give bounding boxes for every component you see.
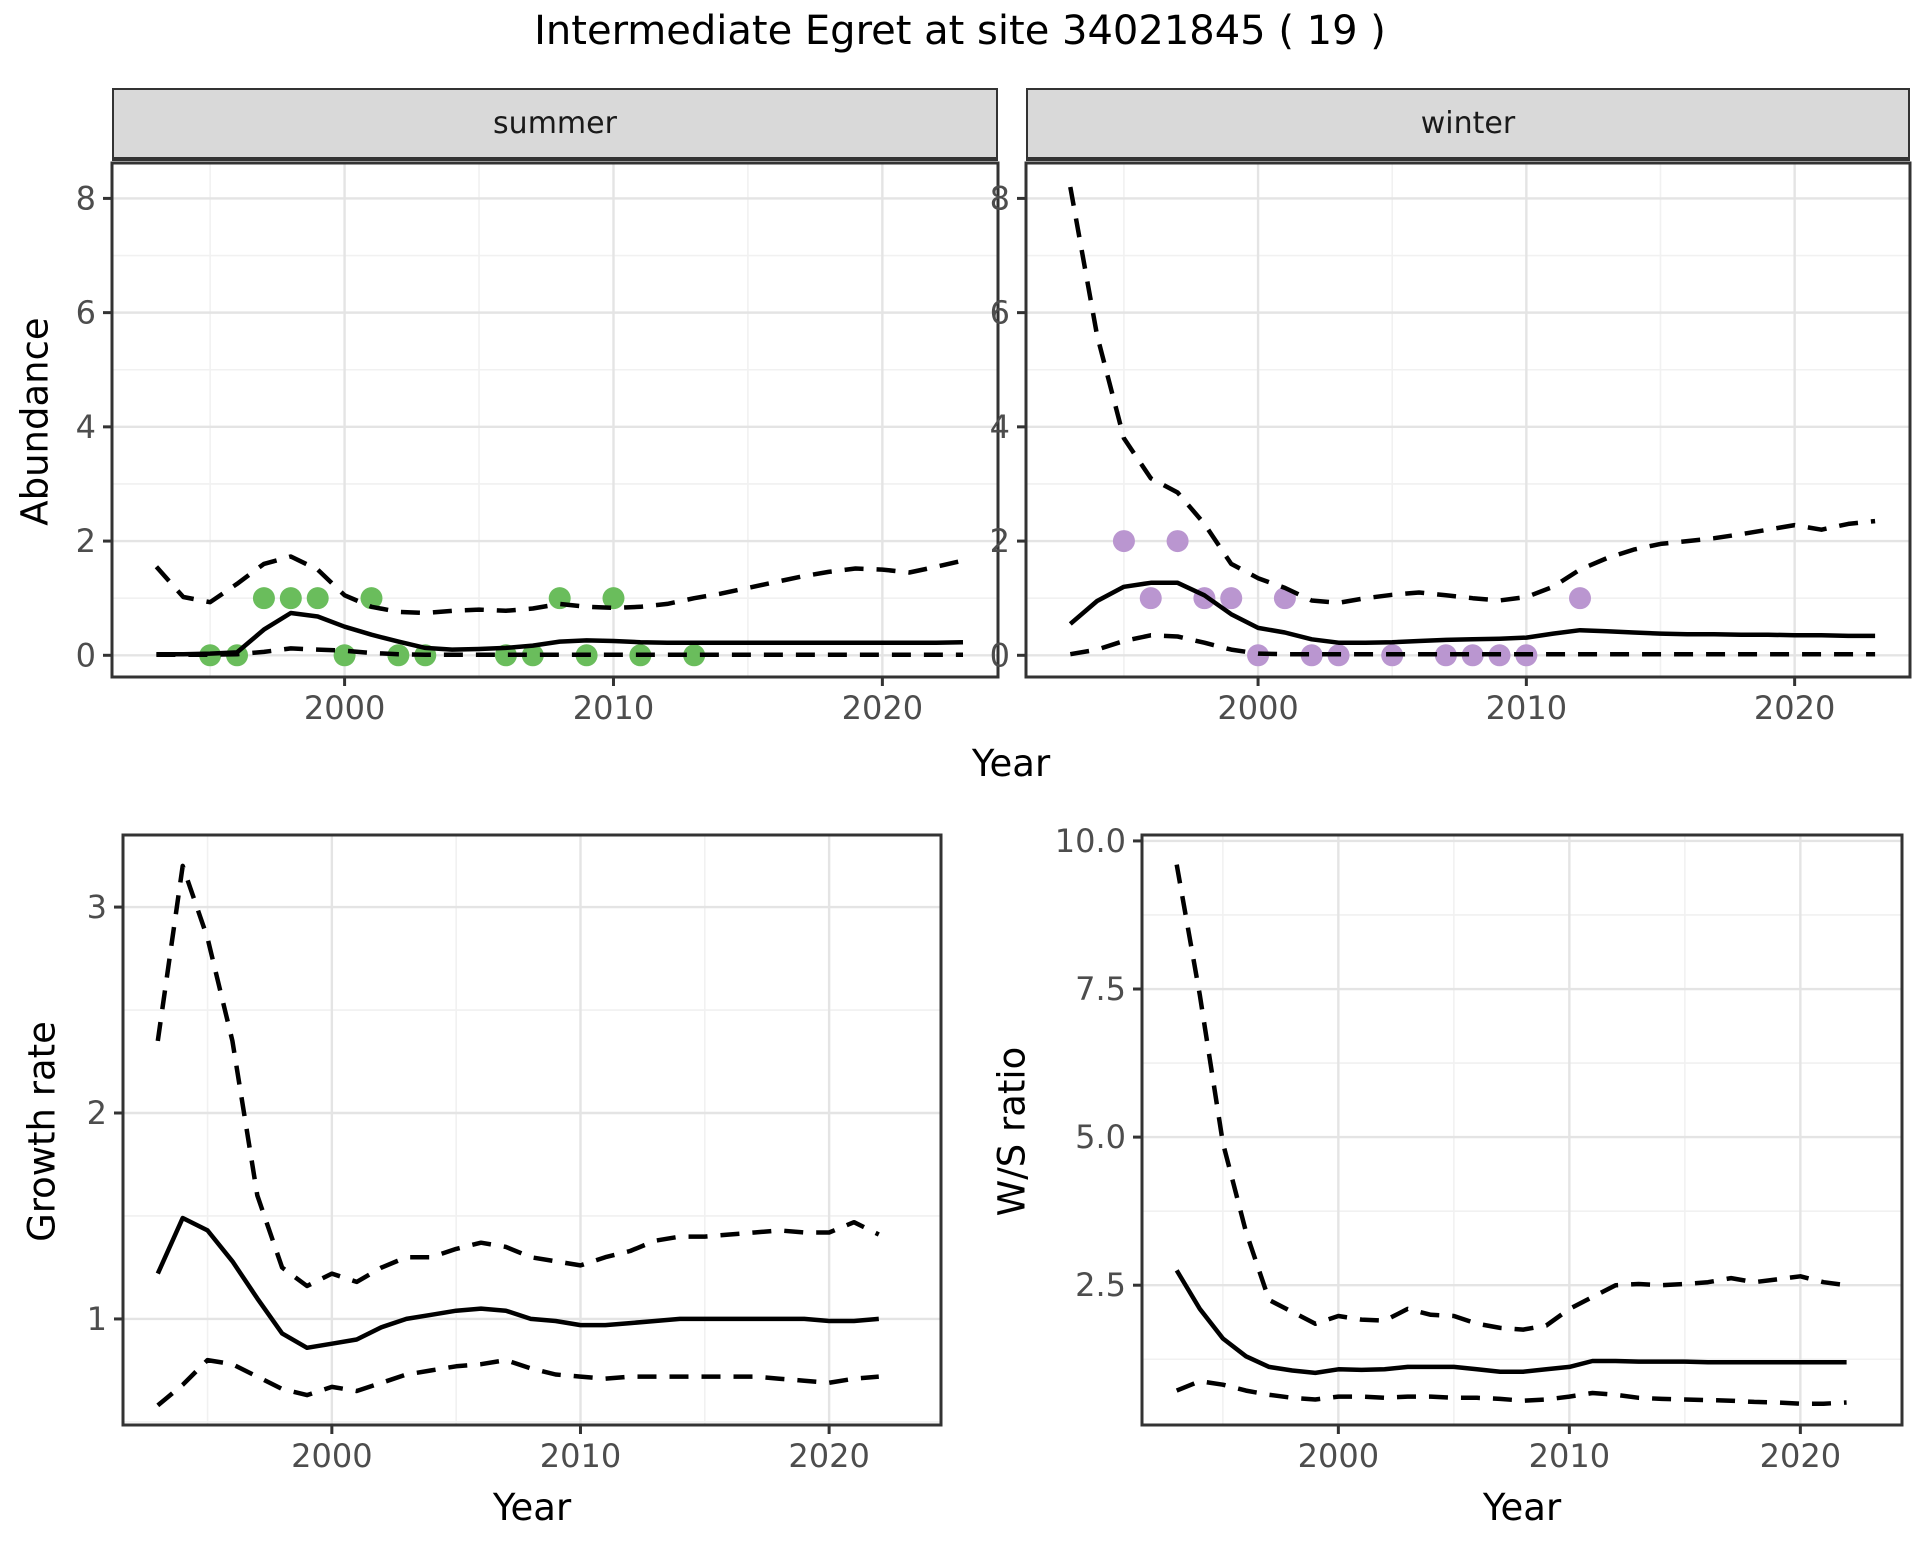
series-line-upper_ci: [1174, 864, 1847, 1332]
series-line-lower_ci: [156, 1357, 879, 1408]
facet-strip-summer: summer: [112, 88, 998, 161]
y-tick-label: 6: [990, 294, 1010, 332]
x-tick-label: 2010: [573, 689, 654, 727]
facet-strip-summer-label: summer: [493, 106, 617, 141]
y-tick-label: 5.0: [1075, 1118, 1126, 1156]
observation-point: [252, 587, 275, 610]
y-tick-label: 4: [990, 408, 1010, 446]
observation-point: [333, 644, 356, 667]
observation-point: [602, 587, 625, 610]
y-tick-label: 0: [990, 636, 1010, 674]
panel-border: [110, 161, 1000, 679]
series-line-mean: [1068, 580, 1876, 645]
panel-background: [1142, 835, 1902, 1425]
panel-growth_rate: 2000 2010 2020 1 2 3: [87, 833, 943, 1475]
x-tick-label: 2020: [1760, 1437, 1841, 1475]
y-tick-label: 7.5: [1075, 970, 1126, 1008]
y-tick-label: 2: [76, 522, 96, 560]
abundance-x-axis-title: Year: [971, 742, 1051, 785]
series-line-lower_ci: [1069, 633, 1876, 657]
series-line-lower_ci: [1175, 1378, 1847, 1406]
y-tick-label: 10.0: [1055, 822, 1126, 860]
y-tick-label: 4: [76, 408, 96, 446]
observation-point: [1112, 530, 1135, 553]
page-title: Intermediate Egret at site 34021845 ( 19…: [534, 8, 1386, 54]
y-tick-label: 6: [76, 294, 96, 332]
x-tick-label: 2010: [1486, 689, 1567, 727]
y-tick-label: 2.5: [1075, 1266, 1126, 1304]
observation-point: [1166, 530, 1189, 553]
y-tick-label: 3: [87, 888, 107, 926]
observation-point: [1220, 587, 1243, 610]
panel-background: [123, 835, 941, 1425]
y-tick-label: 2: [87, 1094, 107, 1132]
x-tick-label: 2020: [788, 1437, 869, 1475]
observation-point: [360, 587, 383, 610]
panel-border: [121, 833, 943, 1427]
x-tick-label: 2000: [1298, 1437, 1379, 1475]
panel-border: [1140, 833, 1904, 1427]
observation-point: [279, 587, 302, 610]
x-tick-label: 2010: [540, 1437, 621, 1475]
ws-ratio-x-axis-title: Year: [1482, 1486, 1562, 1529]
observation-point: [683, 644, 706, 667]
series-line-mean: [1174, 1269, 1847, 1376]
observation-point: [1139, 587, 1162, 610]
x-tick-label: 2000: [304, 689, 385, 727]
observation-point: [1461, 644, 1484, 667]
y-tick-label: 8: [990, 179, 1010, 217]
panel-abundance-summer: 2000 2010 2020 0 2 4 6 8: [76, 161, 1000, 727]
x-tick-label: 2000: [1217, 689, 1298, 727]
y-tick-label: 0: [76, 636, 96, 674]
x-tick-label: 2010: [1529, 1437, 1610, 1475]
panel-ws_ratio: 2000 2010 2020 2.5 5.0 7.5 10.0: [1055, 822, 1904, 1475]
observation-point: [1434, 644, 1457, 667]
facet-strip-winter: winter: [1026, 88, 1910, 161]
series-line-lower_ci: [156, 646, 963, 657]
x-tick-label: 2020: [1754, 689, 1835, 727]
x-tick-label: 2020: [842, 689, 923, 727]
growth-rate-x-axis-title: Year: [492, 1486, 572, 1529]
y-tick-label: 2: [990, 522, 1010, 560]
y-tick-label: 8: [76, 179, 96, 217]
x-tick-label: 2000: [291, 1437, 372, 1475]
observation-point: [306, 587, 329, 610]
y-tick-label: 1: [87, 1300, 107, 1338]
facet-strip-winter-label: winter: [1420, 106, 1516, 141]
panel-border: [1024, 161, 1912, 679]
series-line-upper_ci: [155, 863, 880, 1289]
series-line-upper_ci: [1068, 186, 1876, 606]
panel-background: [1026, 163, 1910, 677]
observation-point: [1300, 644, 1323, 667]
observation-point: [1569, 587, 1592, 610]
observation-point: [521, 644, 544, 667]
series-line-mean: [155, 1215, 879, 1351]
series-line-mean: [156, 610, 964, 657]
panel-abundance-winter: 2000 2010 2020 0 2 4 6 8: [990, 161, 1912, 727]
series-line-upper_ci: [154, 554, 964, 616]
